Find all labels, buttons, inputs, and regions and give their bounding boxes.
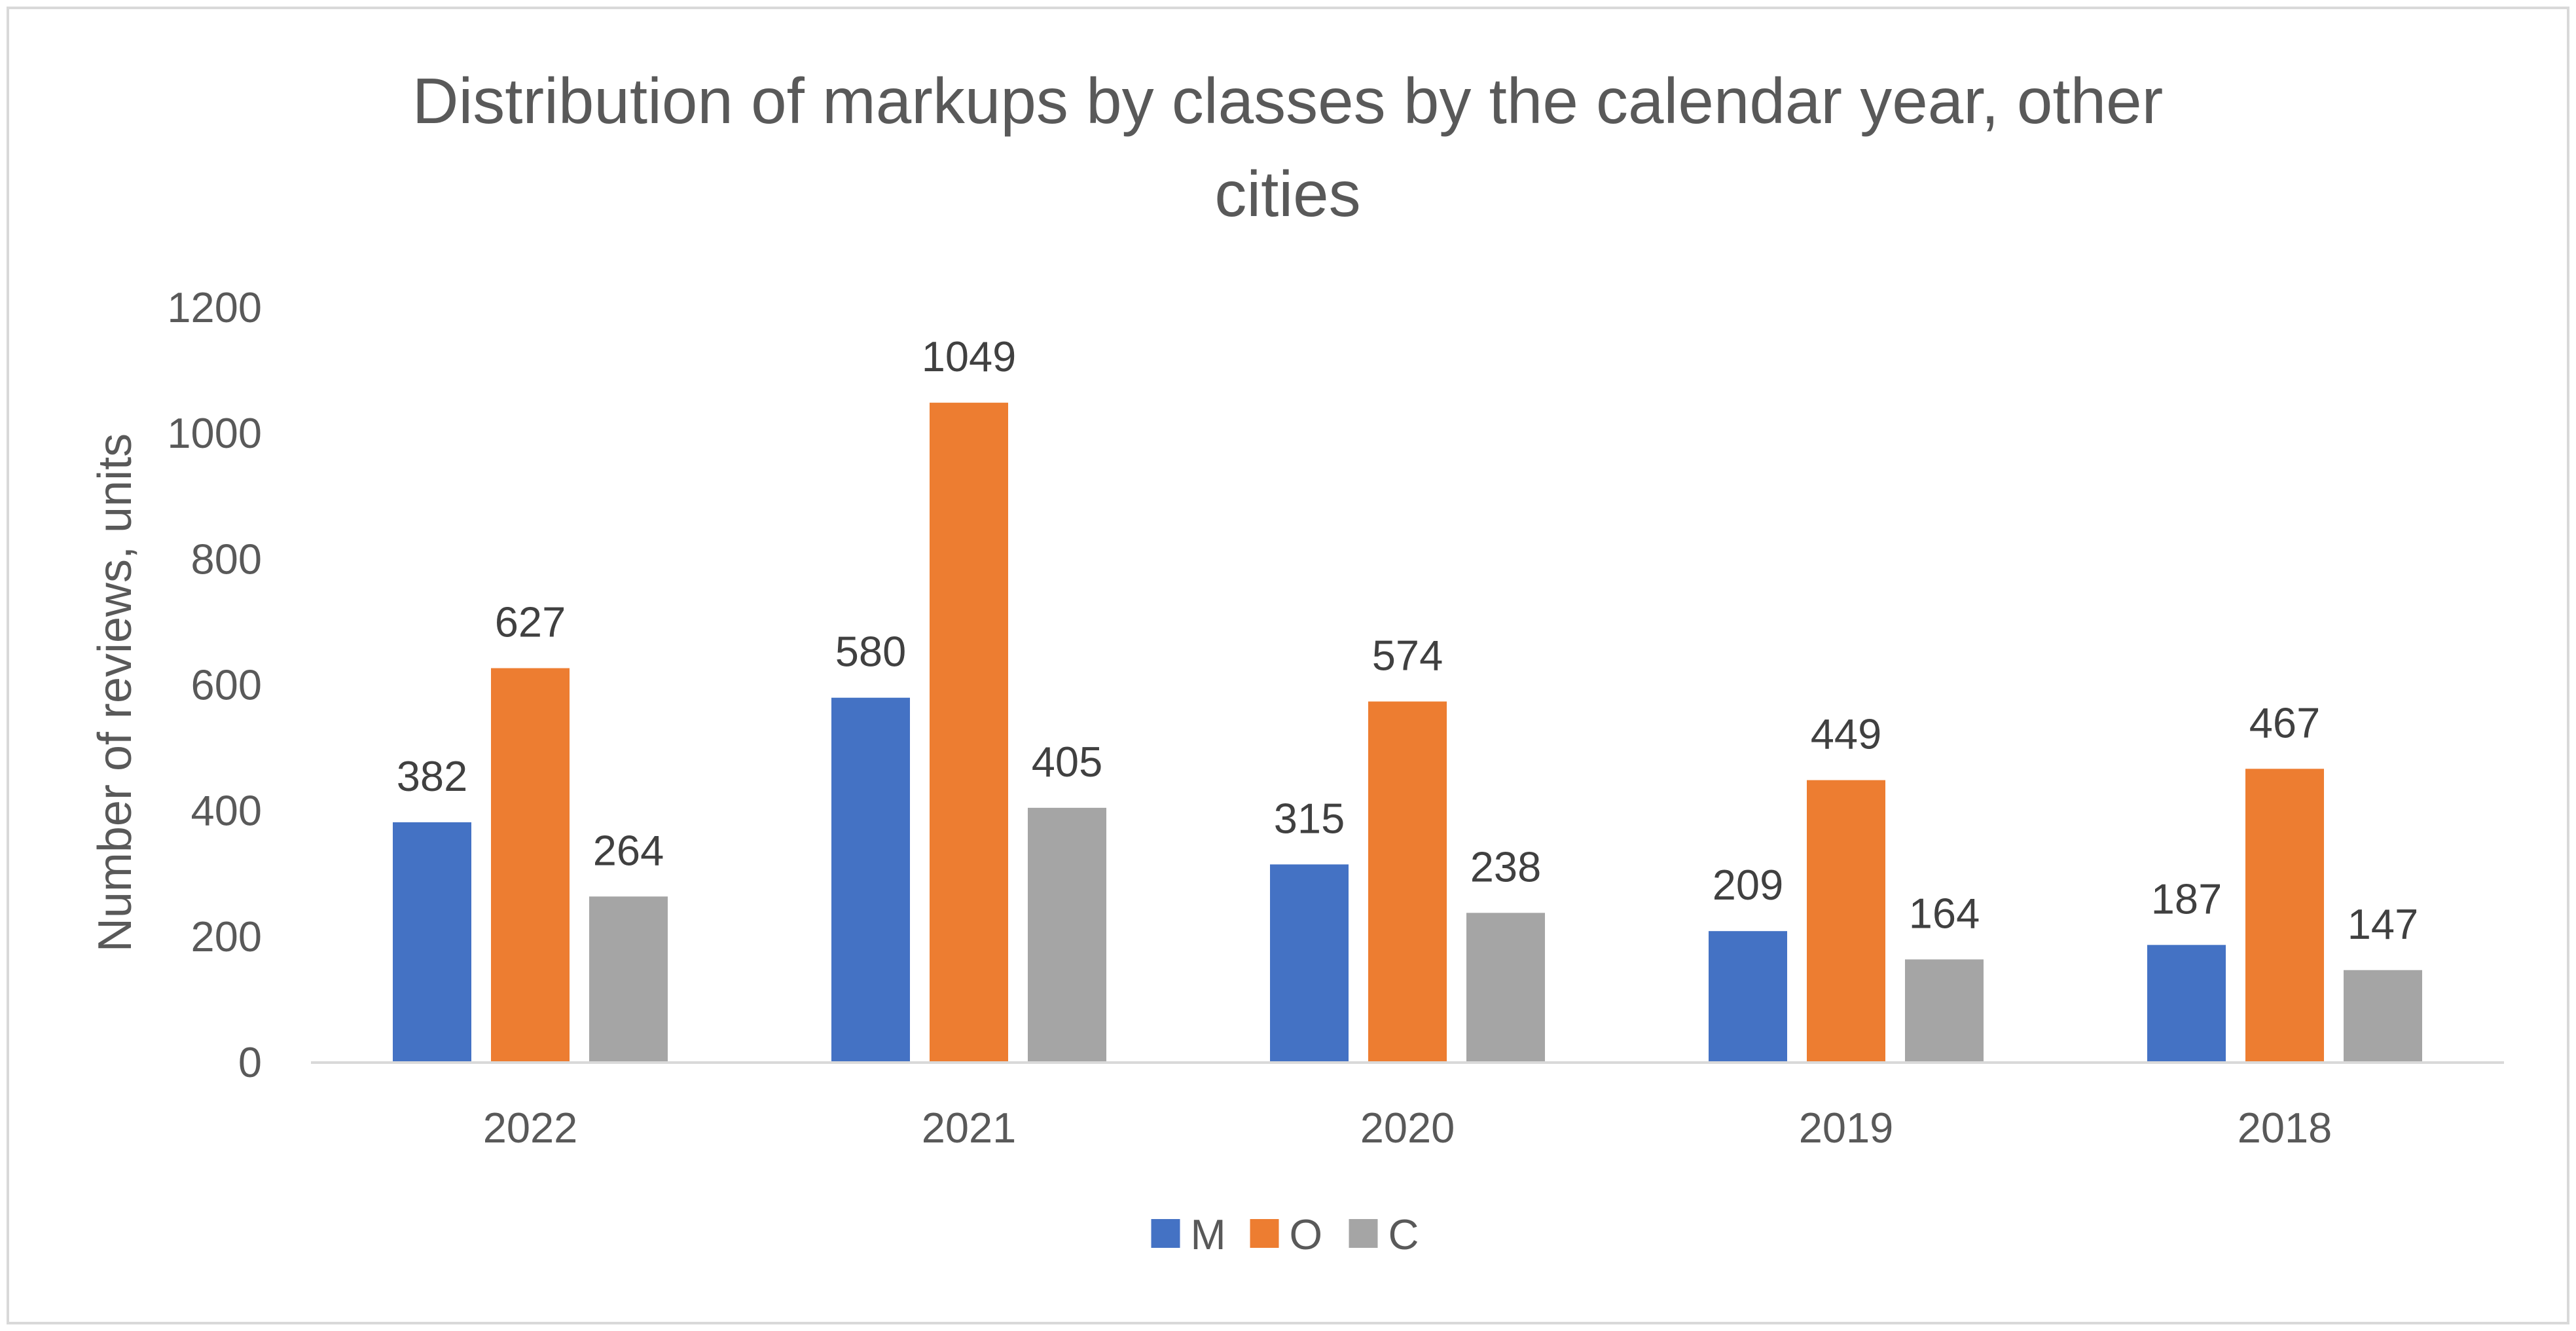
y-tick-label: 1200 [167, 283, 262, 331]
bar-M-2018 [2147, 945, 2226, 1063]
y-tick-label: 800 [191, 535, 262, 583]
bar-C-2021 [1028, 807, 1106, 1063]
data-label-C-2018: 147 [2348, 900, 2418, 948]
bar-M-2022 [393, 822, 471, 1063]
legend-swatch-M [1151, 1219, 1180, 1248]
legend-swatch-C [1349, 1219, 1378, 1248]
bar-O-2022 [491, 668, 570, 1063]
data-labels-group: 382 627 264 580 1049 405 315 574 238 209 449 164 187… [397, 333, 2418, 948]
y-axis-ticks: 0 200 400 600 800 1000 1200 [167, 283, 262, 1086]
data-label-C-2019: 164 [1909, 889, 1980, 937]
data-label-M-2018: 187 [2151, 875, 2222, 922]
data-label-C-2021: 405 [1032, 738, 1102, 786]
y-tick-label: 0 [238, 1038, 262, 1086]
data-label-O-2019: 449 [1811, 710, 1881, 758]
data-label-M-2021: 580 [835, 628, 906, 676]
legend-label-M: M [1191, 1211, 1226, 1258]
bar-M-2020 [1270, 864, 1349, 1063]
chart-title-line-1: Distribution of markups by classes by th… [412, 65, 2164, 137]
bar-O-2020 [1368, 701, 1447, 1063]
x-tick-label: 2020 [1360, 1104, 1455, 1152]
bar-M-2019 [1709, 931, 1787, 1063]
y-tick-label: 600 [191, 661, 262, 709]
data-label-M-2020: 315 [1274, 794, 1345, 842]
x-axis-ticks: 2022 2021 2020 2019 2018 [483, 1104, 2332, 1152]
bars-group [393, 403, 2422, 1063]
y-tick-label: 1000 [167, 409, 262, 457]
bar-C-2019 [1905, 959, 1984, 1063]
data-label-C-2022: 264 [593, 826, 664, 874]
y-axis-title: Number of reviews, units [89, 433, 141, 952]
legend-swatch-O [1250, 1219, 1279, 1248]
data-label-M-2019: 209 [1713, 861, 1783, 909]
bar-O-2021 [930, 403, 1008, 1063]
legend-label-O: O [1290, 1211, 1323, 1258]
bar-C-2018 [2344, 970, 2422, 1063]
bar-C-2022 [589, 896, 668, 1063]
y-tick-label: 400 [191, 787, 262, 835]
x-tick-label: 2021 [922, 1104, 1017, 1152]
bar-C-2020 [1466, 913, 1545, 1063]
chart-frame [7, 7, 2569, 1324]
chart-title-line-2: cities [1214, 158, 1360, 230]
x-tick-label: 2018 [2238, 1104, 2332, 1152]
data-label-O-2020: 574 [1372, 631, 1443, 679]
data-label-O-2021: 1049 [922, 333, 1017, 380]
y-tick-label: 200 [191, 913, 262, 960]
data-label-O-2022: 627 [495, 598, 566, 646]
bar-O-2018 [2245, 769, 2324, 1063]
x-tick-label: 2019 [1799, 1104, 1894, 1152]
x-tick-label: 2022 [483, 1104, 578, 1152]
bar-M-2021 [831, 697, 910, 1063]
data-label-M-2022: 382 [397, 752, 467, 800]
data-label-O-2018: 467 [2249, 699, 2320, 746]
legend-label-C: C [1388, 1211, 1419, 1258]
data-label-C-2020: 238 [1470, 843, 1541, 890]
bar-O-2019 [1807, 780, 1885, 1063]
